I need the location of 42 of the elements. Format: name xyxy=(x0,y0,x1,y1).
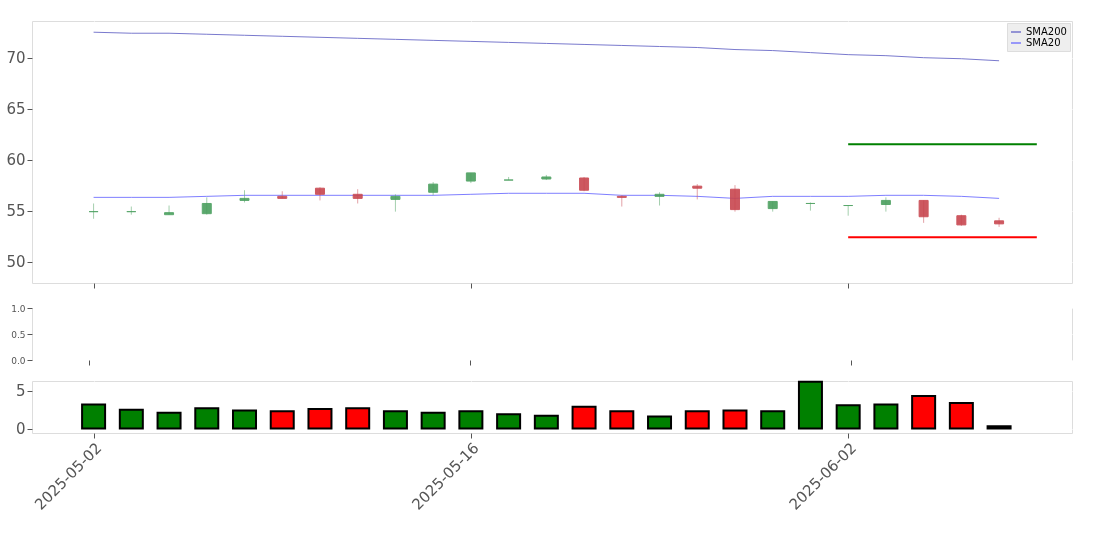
bar xyxy=(571,405,597,430)
y-tick-label: 0.0 xyxy=(11,355,26,366)
bar xyxy=(986,425,1012,430)
bar xyxy=(232,409,258,430)
bar xyxy=(307,407,333,430)
y-tick-label: 55 xyxy=(6,202,26,221)
bar xyxy=(458,410,484,430)
bar xyxy=(382,410,408,430)
y-tick-label: 0.5 xyxy=(11,329,26,340)
candlestick xyxy=(616,194,627,208)
bar xyxy=(496,413,522,430)
bar xyxy=(156,411,182,430)
bar xyxy=(118,408,144,430)
bar xyxy=(722,409,748,430)
bar xyxy=(797,380,823,430)
candlestick xyxy=(164,205,175,216)
candlestick xyxy=(880,196,891,213)
bar xyxy=(873,403,899,430)
bar xyxy=(948,401,974,430)
bar xyxy=(420,411,446,430)
bar xyxy=(533,414,559,430)
bar xyxy=(609,410,635,430)
line-series xyxy=(93,31,1000,62)
bar xyxy=(684,410,710,430)
bar xyxy=(81,403,107,430)
bar xyxy=(345,407,371,430)
y-tick-label: 1.0 xyxy=(11,303,26,314)
bar xyxy=(911,395,937,430)
legend-label: SMA200 xyxy=(1026,26,1067,37)
y-tick-label: 65 xyxy=(6,100,26,119)
candlestick xyxy=(314,186,325,201)
bar xyxy=(647,415,673,430)
bar xyxy=(835,404,861,430)
y-tick-label: 60 xyxy=(6,151,26,170)
y-tick-label: 70 xyxy=(6,49,26,68)
legend-label: SMA20 xyxy=(1026,37,1061,48)
y-tick-label: 5 xyxy=(15,382,26,401)
bar xyxy=(760,410,786,430)
y-tick-label: 0 xyxy=(15,420,26,439)
bar xyxy=(194,407,220,430)
y-tick-label: 50 xyxy=(6,253,26,272)
bar xyxy=(269,410,295,430)
